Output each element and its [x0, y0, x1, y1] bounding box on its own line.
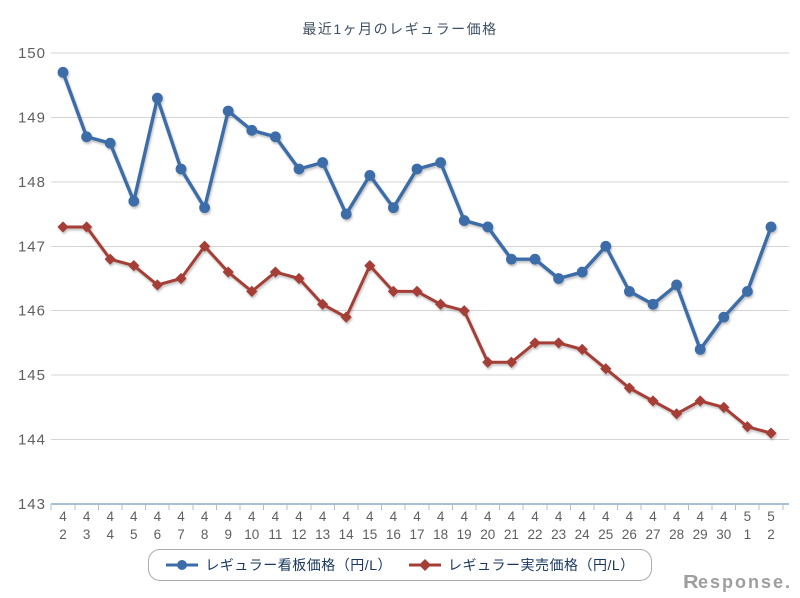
response-logo-r: R — [682, 572, 701, 592]
legend-item-actual-price: レギュラー実売価格（円/L） — [408, 555, 635, 575]
svg-text:424: 4 24 — [575, 509, 591, 542]
response-watermark: Response. — [683, 572, 792, 593]
svg-text:425: 4 25 — [598, 509, 613, 542]
svg-text:414: 4 14 — [339, 509, 355, 542]
legend-item-signboard-price: レギュラー看板価格（円/L） — [165, 555, 392, 575]
svg-text:428: 4 28 — [669, 509, 684, 542]
svg-text:429: 4 29 — [693, 509, 708, 542]
svg-text:416: 4 16 — [386, 509, 401, 542]
line-chart-plot-area: 150 149 148 147 146 145 144 143 4 2 4 3 4 4 4 5 4 6 4 7 4 8 4 9… — [18, 45, 789, 542]
circle-marker-icon — [166, 560, 199, 570]
svg-text:147: 147 — [18, 238, 46, 255]
svg-text:43: 43 — [83, 509, 91, 542]
svg-text:145: 145 — [18, 367, 46, 384]
legend-label-actual-price: レギュラー実売価格（円/L） — [448, 557, 635, 573]
chart-title: 最近1ヶ月のレギュラー価格 — [302, 21, 498, 37]
svg-text:52: 52 — [767, 509, 775, 542]
svg-text:143: 143 — [18, 496, 46, 513]
svg-text:150: 150 — [18, 45, 46, 62]
svg-text:146: 146 — [18, 303, 46, 320]
svg-text:148: 148 — [18, 174, 46, 191]
svg-text:411: 4 11 — [268, 509, 282, 542]
svg-text:420: 4 20 — [480, 509, 495, 542]
svg-text:51: 51 — [744, 509, 752, 542]
svg-text:42: 42 — [59, 509, 67, 542]
diamond-marker-icon — [409, 559, 441, 571]
svg-text:144: 144 — [18, 432, 46, 449]
svg-text:49: 49 — [224, 509, 232, 542]
chart-legend: レギュラー看板価格（円/L） レギュラー実売価格（円/L） — [0, 549, 800, 581]
svg-text:410: 4 10 — [244, 509, 259, 542]
svg-text:412: 4 12 — [291, 509, 306, 542]
svg-text:427: 4 27 — [645, 509, 660, 542]
svg-text:426: 4 26 — [622, 509, 637, 542]
legend-label-signboard-price: レギュラー看板価格（円/L） — [205, 557, 392, 573]
svg-text:430: 4 30 — [716, 509, 731, 542]
svg-text:45: 45 — [130, 509, 138, 542]
svg-text:421: 4 21 — [504, 509, 519, 542]
svg-text:419: 4 19 — [457, 509, 472, 542]
svg-text:423: 4 23 — [551, 509, 566, 542]
svg-text:48: 48 — [201, 509, 209, 542]
svg-text:422: 4 22 — [527, 509, 542, 542]
svg-text:415: 4 15 — [362, 509, 377, 542]
svg-text:418: 4 18 — [433, 509, 448, 542]
svg-text:149: 149 — [18, 109, 46, 126]
svg-text:47: 47 — [177, 509, 185, 542]
legend-box: レギュラー看板価格（円/L） レギュラー実売価格（円/L） — [148, 549, 652, 581]
svg-text:417: 4 17 — [409, 509, 424, 542]
response-logo-text: esponse. — [697, 572, 792, 592]
svg-text:46: 46 — [154, 509, 162, 542]
svg-text:413: 4 13 — [315, 509, 330, 542]
svg-text:44: 44 — [106, 509, 114, 542]
